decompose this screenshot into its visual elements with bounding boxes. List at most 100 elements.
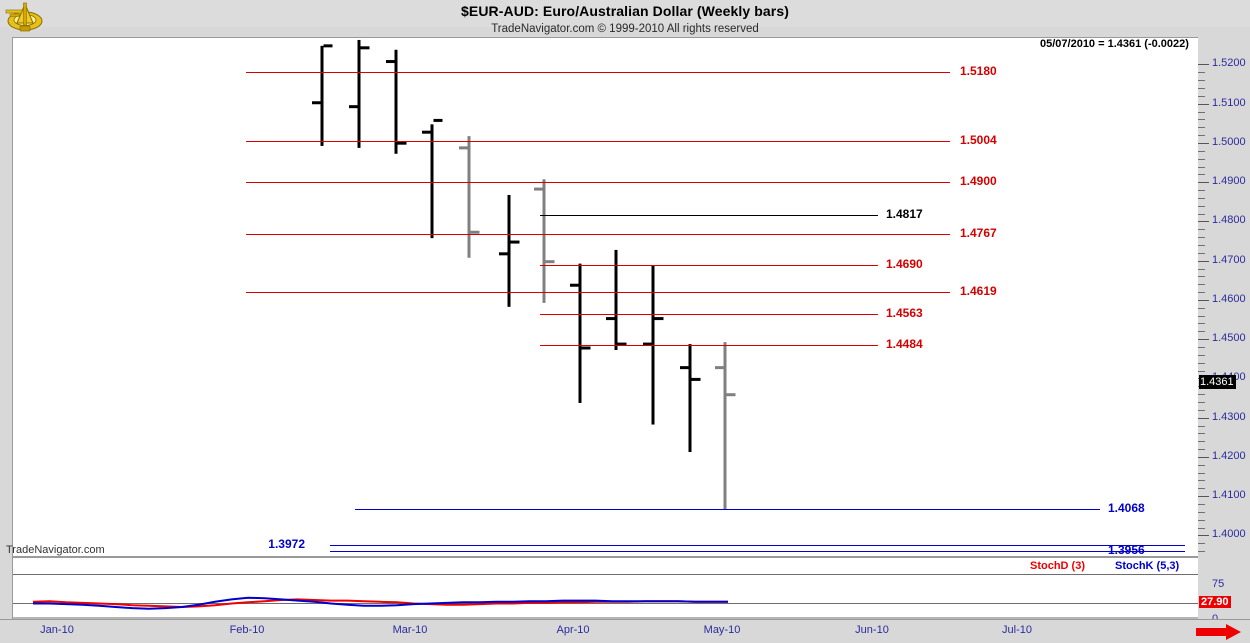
axis-minor-tick: [1198, 213, 1205, 215]
pivot-line[interactable]: [540, 214, 878, 216]
sextant-logo-icon: [5, 2, 43, 32]
axis-minor-tick: [1198, 174, 1205, 176]
axis-tick: [1198, 496, 1209, 498]
resistance-label: 1.4767: [960, 226, 997, 241]
axis-minor-tick: [1198, 127, 1205, 129]
stoch-axis-label-75: 75: [1212, 578, 1225, 590]
axis-tick: [1198, 142, 1209, 144]
axis-tick: [1198, 456, 1209, 458]
price-axis[interactable]: 1.5200 1.5100 1.5000 1.4900 1.4800 1.4700 1.46…: [1198, 27, 1250, 625]
axis-minor-tick: [1198, 197, 1205, 199]
axis-minor-tick: [1198, 409, 1205, 411]
axis-minor-tick: [1198, 237, 1205, 239]
axis-minor-tick: [1198, 433, 1205, 435]
axis-minor-tick: [1198, 276, 1205, 278]
axis-tick: [1198, 260, 1209, 262]
date-axis-label: Jan-10: [40, 624, 74, 636]
axis-minor-tick: [1198, 519, 1205, 521]
support-line[interactable]: [330, 551, 1185, 553]
legend-item-stoch-d[interactable]: StochD (3): [1030, 560, 1085, 572]
ohlc-bar: [459, 136, 480, 258]
ohlc-bar: [422, 118, 443, 239]
support-label: 1.3956: [1108, 543, 1145, 558]
axis-minor-tick: [1198, 88, 1205, 89]
axis-minor-tick: [1198, 268, 1205, 270]
axis-tick: [1198, 417, 1209, 419]
resistance-line[interactable]: [246, 141, 950, 143]
axis-tick-label: 1.4800: [1212, 214, 1246, 227]
date-axis-label: Apr-10: [556, 624, 590, 636]
axis-tick-label: 1.5000: [1212, 135, 1246, 148]
resistance-line[interactable]: [540, 264, 878, 266]
axis-minor-tick: [1198, 543, 1205, 545]
axis-minor-tick: [1198, 527, 1205, 529]
axis-minor-tick: [1198, 551, 1205, 553]
axis-minor-tick: [1198, 229, 1205, 231]
axis-tick: [1198, 221, 1209, 223]
axis-tick-label: 1.4700: [1212, 253, 1246, 266]
legend-item-stoch-k[interactable]: StochK (5,3): [1115, 560, 1180, 572]
axis-minor-tick: [1198, 252, 1205, 254]
axis-minor-tick: [1198, 150, 1205, 152]
resistance-line[interactable]: [540, 345, 878, 347]
axis-minor-tick: [1198, 284, 1205, 286]
axis-minor-tick: [1198, 354, 1205, 356]
axis-tick: [1198, 299, 1209, 301]
axis-tick-label: 1.4200: [1212, 449, 1246, 462]
axis-tick: [1198, 64, 1209, 66]
stoch-current-value: 27.90: [1199, 596, 1231, 608]
axis-minor-tick: [1198, 307, 1205, 309]
ohlc-bar: [312, 44, 333, 146]
axis-minor-tick: [1198, 244, 1205, 246]
axis-tick: [1198, 535, 1209, 537]
axis-minor-tick: [1198, 370, 1205, 372]
resistance-line[interactable]: [246, 234, 950, 236]
axis-tick-label: 1.4500: [1212, 332, 1246, 345]
ohlc-bar: [499, 194, 520, 307]
price-plot-area[interactable]: [12, 37, 1198, 557]
axis-minor-tick: [1198, 292, 1205, 294]
axis-minor-tick: [1198, 72, 1205, 74]
arrow-right-icon[interactable]: [1196, 624, 1242, 640]
axis-minor-tick: [1198, 135, 1205, 137]
resistance-label: 1.4563: [886, 306, 923, 321]
resistance-line[interactable]: [246, 292, 950, 294]
support-label: 1.3972: [268, 537, 305, 552]
axis-minor-tick: [1198, 488, 1205, 490]
resistance-label: 1.4900: [960, 174, 997, 189]
axis-tick-label: 1.4300: [1212, 410, 1246, 423]
axis-minor-tick: [1198, 95, 1205, 97]
ohlc-bar: [606, 249, 627, 350]
date-axis[interactable]: Jan-10 Feb-10 Mar-10 Apr-10 May-10 Jun-10 Jul-…: [0, 619, 1250, 643]
resistance-line[interactable]: [540, 314, 878, 316]
chart-title: $EUR-AUD: Euro/Australian Dollar (Weekly…: [461, 3, 789, 19]
axis-minor-tick: [1198, 119, 1205, 121]
axis-minor-tick: [1198, 464, 1205, 466]
axis-minor-tick: [1198, 190, 1205, 192]
ohlc-bar: [643, 265, 664, 425]
axis-minor-tick: [1198, 449, 1205, 451]
axis-tick-label: 1.4100: [1212, 489, 1246, 502]
date-axis-label: Mar-10: [392, 624, 428, 636]
resistance-label: 1.5004: [960, 133, 997, 148]
price-bars-layer: [312, 39, 736, 510]
last-price-marker: 1.4361: [1199, 375, 1236, 389]
axis-tick-label: 1.5200: [1212, 57, 1246, 70]
resistance-label: 1.5180: [960, 64, 997, 79]
ohlc-bar: [386, 49, 407, 154]
support-label: 1.4068: [1108, 500, 1145, 515]
support-line[interactable]: [330, 545, 1185, 547]
date-axis-label: Jun-10: [855, 624, 889, 636]
stochastic-plot-area[interactable]: [12, 557, 1198, 621]
stoch-k-line: [33, 596, 728, 610]
axis-tick: [1198, 339, 1209, 341]
axis-minor-tick: [1198, 347, 1205, 348]
axis-minor-tick: [1198, 80, 1205, 82]
axis-minor-tick: [1198, 331, 1205, 333]
chart-subtitle: TradeNavigator.com © 1999-2010 All right…: [491, 23, 759, 35]
axis-minor-tick: [1198, 401, 1205, 403]
resistance-line[interactable]: [246, 72, 950, 74]
resistance-line[interactable]: [246, 182, 950, 184]
support-line[interactable]: [355, 508, 1100, 510]
